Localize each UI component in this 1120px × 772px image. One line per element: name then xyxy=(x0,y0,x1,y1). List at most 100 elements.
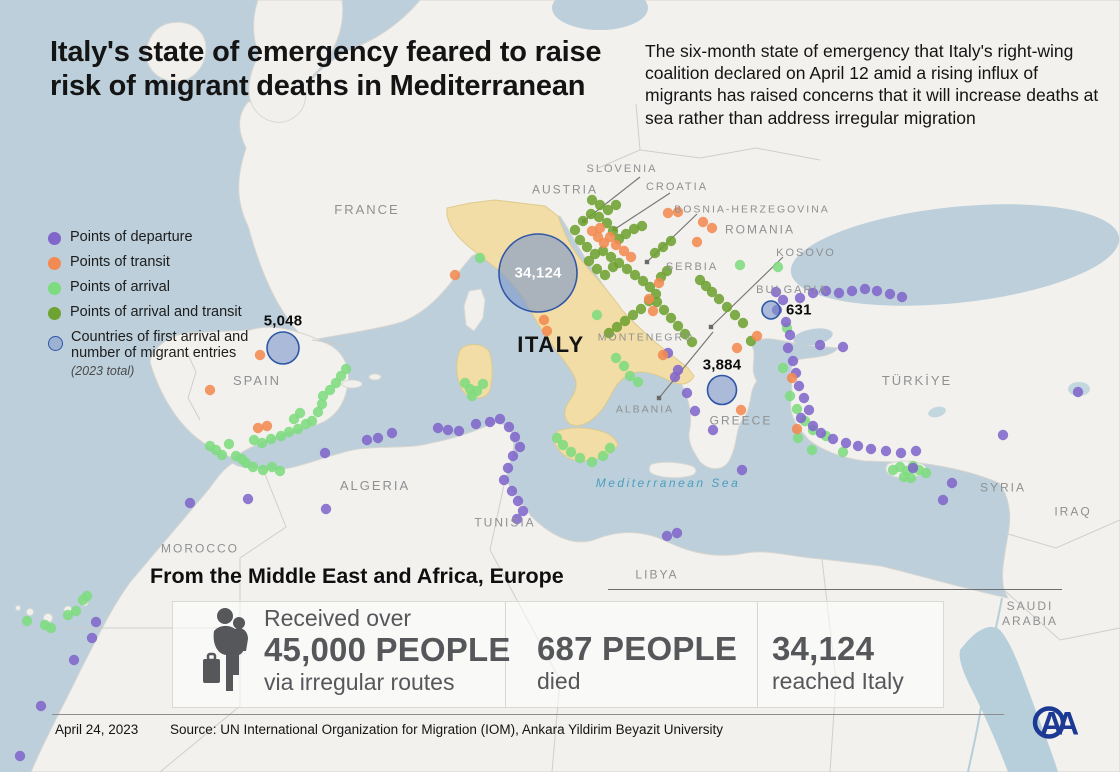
map-point-arrival-transit xyxy=(621,263,633,275)
map-point-departure xyxy=(386,427,398,439)
map-point-departure xyxy=(827,433,839,445)
map-point-departure xyxy=(507,450,519,462)
map-point-arrival-transit xyxy=(593,211,605,223)
map-point-arrival xyxy=(266,461,278,473)
map-point-departure xyxy=(511,513,523,525)
map-point-arrival-transit xyxy=(706,286,718,298)
map-point-arrival-transit xyxy=(658,304,670,316)
map-point-transit xyxy=(657,349,669,361)
map-point-departure xyxy=(859,283,871,295)
legend-label-arrival-transit: Points of arrival and transit xyxy=(70,303,242,320)
map-point-arrival-transit xyxy=(574,234,586,246)
corsica-island xyxy=(463,288,486,332)
map-point-arrival xyxy=(62,609,74,621)
anadolu-agency-logo: A A xyxy=(1032,706,1079,742)
map-point-arrival-transit xyxy=(610,199,622,211)
map-point-transit xyxy=(538,314,550,326)
map-point-departure xyxy=(846,285,858,297)
map-point-arrival-transit xyxy=(569,224,581,236)
map-point-departure xyxy=(517,505,529,517)
map-point-departure xyxy=(494,413,506,425)
map-point-departure xyxy=(871,285,883,297)
footer-date: April 24, 2023 xyxy=(55,722,139,737)
map-point-arrival xyxy=(45,622,57,634)
entry-bubble xyxy=(761,300,781,320)
stat-died-value: 687 PEOPLE xyxy=(537,630,738,667)
map-point-arrival-transit xyxy=(599,269,611,281)
map-point-arrival xyxy=(257,464,269,476)
map-point-arrival xyxy=(792,432,804,444)
map-point-arrival-transit xyxy=(605,251,617,263)
landmass-britain xyxy=(248,0,344,123)
map-point-departure xyxy=(512,495,524,507)
stat-divider-2 xyxy=(757,601,758,708)
map-point-arrival xyxy=(477,378,489,390)
map-point-transit xyxy=(252,422,264,434)
map-point-departure xyxy=(689,405,701,417)
map-point-arrival-transit xyxy=(581,241,593,253)
map-point-transit xyxy=(786,372,798,384)
map-point-transit xyxy=(625,251,637,263)
stat-received-sub: via irregular routes xyxy=(264,669,455,696)
map-point-arrival-transit xyxy=(672,320,684,332)
map-point-departure xyxy=(503,421,515,433)
arrival-dot-icon xyxy=(48,281,61,295)
nile-river xyxy=(967,597,1003,772)
svg-text:A: A xyxy=(1040,706,1063,742)
map-point-departure xyxy=(895,447,907,459)
points-transit xyxy=(204,206,803,435)
map-point-departure xyxy=(937,494,949,506)
map-point-transit xyxy=(735,404,747,416)
legend-item-arrival-transit: Points of arrival and transit xyxy=(48,303,288,321)
leader-line xyxy=(658,331,714,399)
map-point-departure xyxy=(1072,386,1084,398)
map-point-arrival-transit xyxy=(594,199,606,211)
map-point-departure xyxy=(470,418,482,430)
migrants-icon xyxy=(203,608,248,691)
map-point-arrival-transit xyxy=(729,309,741,321)
map-point-transit xyxy=(653,277,665,289)
map-point-departure xyxy=(794,292,806,304)
map-point-arrival xyxy=(317,390,329,402)
map-point-departure xyxy=(782,342,794,354)
map-point-arrival xyxy=(551,432,563,444)
map-point-arrival-transit xyxy=(737,317,749,329)
legend: Points of departure Points of transit Po… xyxy=(48,229,288,378)
map-point-arrival-transit xyxy=(636,220,648,232)
map-point-departure xyxy=(90,616,102,628)
map-point-arrival xyxy=(240,457,252,469)
map-point-departure xyxy=(837,341,849,353)
map-point-departure xyxy=(770,286,782,298)
map-point-arrival xyxy=(734,259,746,271)
map-point-arrival xyxy=(618,360,630,372)
stat-reached: 34,124 reached Italy xyxy=(772,630,904,694)
map-point-arrival-transit xyxy=(577,215,589,227)
heading-rule xyxy=(608,589,1062,590)
map-point-arrival-transit xyxy=(583,255,595,267)
map-point-arrival-transit xyxy=(586,194,598,206)
balearic-islands xyxy=(341,373,382,389)
map-point-arrival xyxy=(474,252,486,264)
map-point-arrival-transit xyxy=(627,309,639,321)
map-point-arrival xyxy=(306,415,318,427)
map-point-transit xyxy=(697,216,709,228)
map-point-transit xyxy=(662,207,674,219)
leader-line-end xyxy=(708,324,714,330)
map-point-arrival xyxy=(784,390,796,402)
map-point-arrival-transit xyxy=(657,241,669,253)
red-sea xyxy=(959,626,1058,772)
map-point-arrival xyxy=(624,370,636,382)
map-point-arrival xyxy=(265,433,277,445)
map-point-arrival xyxy=(557,439,569,451)
map-point-departure xyxy=(833,287,845,299)
leader-line xyxy=(710,256,784,328)
map-point-transit xyxy=(647,305,659,317)
map-point-arrival-transit xyxy=(603,327,615,339)
stat-received-value: 45,000 PEOPLE xyxy=(264,631,511,669)
map-point-departure xyxy=(671,527,683,539)
map-point-arrival-transit xyxy=(637,275,649,287)
black-sea xyxy=(790,204,1120,306)
map-point-arrival xyxy=(316,398,328,410)
map-point-arrival xyxy=(806,444,818,456)
